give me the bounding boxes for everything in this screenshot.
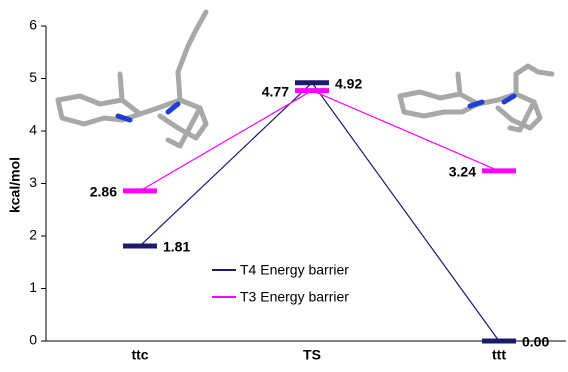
y-tick-label: 1	[29, 279, 37, 295]
value-label: 1.81	[163, 239, 190, 255]
x-tick-label: TS	[303, 347, 321, 363]
molecule-ttc	[58, 12, 206, 146]
x-tick-label: ttc	[131, 347, 148, 363]
value-label: 4.77	[262, 83, 289, 99]
legend-label: T3 Energy barrier	[240, 289, 349, 305]
chart: kcal/mol 0 1 2 3 4 5 6 ttc TS ttt 1.81 4.92 0.00 T4 E…	[0, 0, 568, 372]
y-tick-label: 0	[29, 332, 37, 348]
legend-label: T4 Energy barrier	[240, 262, 349, 278]
y-tick-label: 3	[29, 174, 37, 190]
value-label: 3.24	[449, 164, 476, 180]
y-tick-label: 6	[29, 17, 37, 33]
x-tick-label: ttt	[492, 347, 506, 363]
molecule-ttt	[400, 66, 552, 130]
y-tick-label: 2	[29, 227, 37, 243]
value-label: 4.92	[335, 75, 362, 91]
y-axis-label: kcal/mol	[7, 157, 23, 213]
value-label: 0.00	[522, 334, 549, 350]
y-tick-label: 4	[29, 122, 37, 138]
y-tick-label: 5	[29, 69, 37, 85]
value-label: 2.86	[90, 184, 117, 200]
